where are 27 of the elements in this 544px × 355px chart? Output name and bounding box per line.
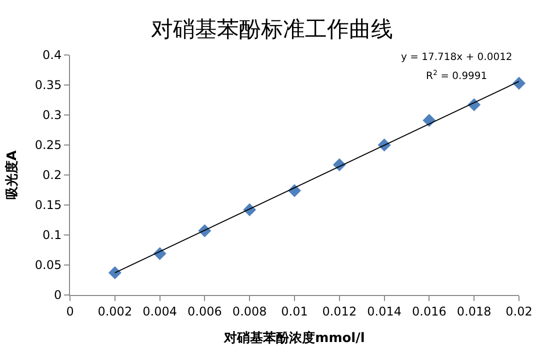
y-tick-label: 0.3: [42, 108, 62, 122]
x-tick-label: 0.012: [322, 304, 357, 318]
x-tick-label: 0.02: [506, 304, 532, 318]
x-tick-label: 0.014: [367, 304, 402, 318]
point: [108, 266, 122, 280]
x-tick-label: 0.002: [98, 304, 132, 318]
chart-title: 对硝基苯酚标准工作曲线: [151, 18, 393, 43]
x-tick-label: 0.016: [412, 304, 446, 318]
y-tick-label: 0.25: [34, 138, 62, 152]
point: [512, 76, 526, 90]
y-tick-label: 0.2: [42, 168, 62, 182]
x-axis-title: 对硝基苯酚浓度mmol/l: [223, 330, 365, 346]
x-tick-label: 0.008: [232, 304, 267, 318]
y-tick-label: 0.35: [34, 78, 62, 92]
x-tick-label: 0.018: [456, 304, 492, 318]
annotation: R$^{2}$ = 0.9991: [426, 69, 488, 82]
x-tick-label: 0.004: [142, 304, 177, 318]
y-tick-label: 0.1: [42, 228, 62, 242]
y-tick-label: 0: [54, 288, 62, 302]
y-tick-label: 0.05: [34, 258, 62, 272]
x-tick-label: 0.01: [281, 304, 308, 318]
x-tick-label: 0: [66, 304, 74, 318]
annotation: y = 17.718x + 0.0012: [401, 52, 512, 63]
y-tick-label: 0.15: [34, 198, 62, 212]
y-tick-label: 0.4: [42, 48, 62, 62]
y-axis-title: 吸光度A: [4, 150, 20, 200]
x-tick-label: 0.006: [188, 304, 222, 318]
